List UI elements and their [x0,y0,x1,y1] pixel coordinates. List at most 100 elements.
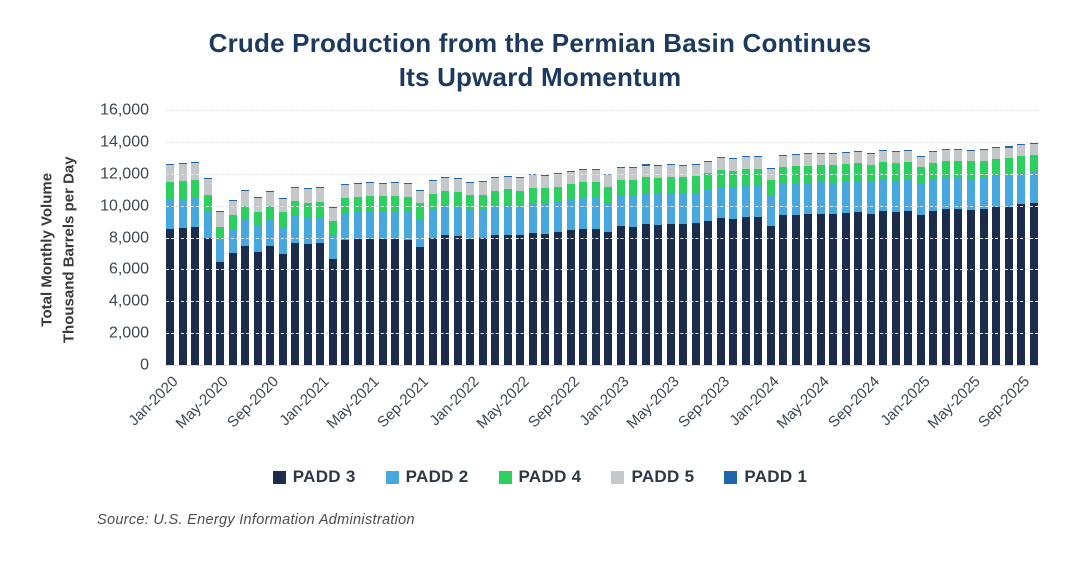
segment-padd1-nov-2024 [891,151,900,153]
segment-padd1-jan-2025 [916,155,925,157]
segment-padd3-jan-2025 [916,214,925,366]
segment-padd4-sep-2025 [1017,155,1026,174]
segment-padd2-jun-2021 [378,211,387,240]
bar-feb-2023 [629,167,638,366]
segment-padd2-nov-2022 [591,198,600,229]
bar-nov-2020 [291,186,300,366]
segment-padd3-jan-2022 [466,238,475,366]
segment-padd5-oct-2023 [729,159,738,171]
segment-padd3-aug-2020 [253,252,262,366]
segment-padd1-jul-2023 [691,163,700,165]
segment-padd4-jan-2025 [916,167,925,185]
bar-mar-2023 [641,164,650,366]
segment-padd5-jun-2024 [829,154,838,166]
segment-padd2-dec-2022 [604,202,613,233]
segment-padd4-nov-2024 [891,163,900,181]
segment-padd2-aug-2025 [1004,175,1013,207]
segment-padd4-nov-2023 [741,168,750,186]
bar-feb-2025 [929,151,938,366]
bar-sep-2025 [1017,144,1026,366]
segment-padd2-jun-2024 [829,182,838,214]
segment-padd1-jul-2025 [992,147,1001,149]
segment-padd1-apr-2024 [804,153,813,155]
gridline-16000 [166,110,1038,111]
segment-padd1-jul-2022 [541,175,550,177]
x-tick-may-2022: May-2022 [473,373,533,433]
gridline-10000 [166,205,1038,207]
segment-padd3-jan-2021 [316,243,325,366]
segment-padd4-aug-2021 [403,196,412,212]
bar-aug-2023 [704,160,713,366]
segment-padd2-feb-2023 [629,196,638,227]
segment-padd3-may-2025 [967,209,975,366]
y-tick-10000: 10,000 [100,197,149,215]
segment-padd4-jul-2020 [241,206,250,221]
bar-jan-2020 [166,163,174,366]
x-tick-may-2025: May-2025 [924,373,984,433]
segment-padd5-apr-2025 [954,150,963,161]
segment-padd2-mar-2020 [191,197,200,228]
legend-item-padd5: PADD 5 [611,467,694,487]
segment-padd3-dec-2022 [604,232,613,366]
segment-padd2-sep-2021 [416,218,425,248]
segment-padd5-may-2023 [666,165,675,178]
segment-padd5-jun-2021 [378,183,387,197]
segment-padd1-dec-2021 [453,178,462,180]
segment-padd4-jun-2021 [378,196,387,212]
segment-padd2-jan-2022 [466,209,475,239]
segment-padd4-oct-2022 [579,182,588,199]
segment-padd1-oct-2021 [428,179,437,181]
segment-padd3-aug-2025 [1004,206,1013,366]
segment-padd5-nov-2020 [291,187,300,202]
segment-padd5-dec-2024 [904,151,913,163]
segment-padd2-jul-2024 [841,181,850,213]
segment-padd2-apr-2020 [203,210,212,238]
segment-padd5-sep-2020 [266,191,275,206]
segment-padd1-feb-2024 [779,155,788,157]
y-tick-4000: 4,000 [108,292,149,310]
segment-padd2-nov-2021 [441,205,450,236]
bar-apr-2025 [954,149,963,366]
segment-padd4-sep-2021 [416,203,425,219]
segment-padd3-nov-2020 [291,243,300,366]
segment-padd1-jun-2020 [228,199,237,201]
segment-padd4-dec-2024 [904,162,913,180]
segment-padd5-aug-2022 [553,174,562,187]
bar-jun-2023 [679,164,688,366]
y-tick-14000: 14,000 [100,133,149,151]
x-tick-sep-2021: Sep-2021 [374,373,433,432]
segment-padd1-aug-2025 [1004,146,1013,148]
segment-padd4-aug-2025 [1004,157,1013,176]
padd3-swatch-icon [272,470,286,484]
segment-padd1-may-2020 [216,210,225,212]
segment-padd4-mar-2020 [191,179,200,198]
legend-label-padd3: PADD 3 [292,467,356,486]
segment-padd5-jan-2025 [916,156,925,168]
segment-padd3-sep-2024 [866,213,875,366]
bar-jan-2025 [916,155,925,366]
segment-padd5-sep-2021 [416,190,425,204]
segment-padd3-jan-2020 [166,228,174,366]
segment-padd3-apr-2024 [804,213,813,366]
segment-padd4-mar-2022 [491,190,500,206]
segment-padd2-aug-2022 [553,202,562,233]
bar-dec-2020 [303,187,312,366]
segment-padd4-dec-2022 [604,187,613,203]
segment-padd2-dec-2024 [904,179,913,212]
segment-padd5-may-2024 [816,154,825,166]
segment-padd5-jun-2020 [228,200,237,216]
segment-padd3-dec-2020 [303,244,312,366]
segment-padd4-feb-2023 [629,180,638,197]
segment-padd5-sep-2025 [1017,145,1026,156]
segment-padd3-oct-2023 [729,218,738,366]
bar-oct-2021 [428,179,437,366]
segment-padd1-sep-2025 [1017,144,1026,146]
x-tick-may-2020: May-2020 [172,373,233,433]
segment-padd2-may-2024 [816,182,825,214]
segment-padd4-oct-2020 [278,212,287,227]
segment-padd4-may-2023 [666,177,675,194]
segment-padd5-feb-2024 [779,156,788,168]
segment-padd2-oct-2022 [579,198,588,229]
segment-padd1-sep-2023 [716,157,725,159]
segment-padd1-apr-2025 [954,149,963,151]
